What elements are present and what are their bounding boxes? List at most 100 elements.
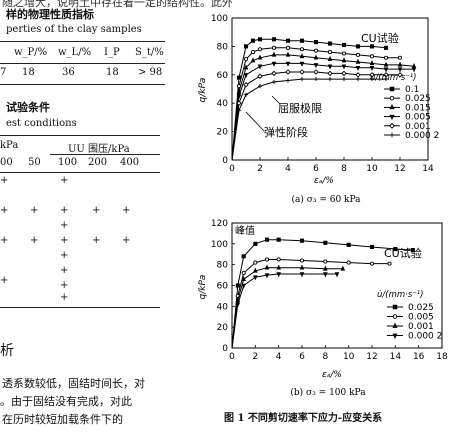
chart-b-legend-marker bbox=[392, 322, 398, 328]
chart-b-legend-label: 0.025 bbox=[408, 303, 434, 313]
chart-b-xtick-label: 10 bbox=[343, 352, 355, 362]
table2-plus-mark: + bbox=[60, 250, 69, 261]
chart-a-data-point bbox=[383, 55, 389, 60]
chart-a-data-point bbox=[355, 72, 361, 78]
chart-b-annotation-cu: CU试验 bbox=[384, 246, 422, 260]
chart-a-xlabel: εₐ/% bbox=[314, 176, 334, 186]
section-title: 析 bbox=[0, 343, 14, 359]
chart-b-data-point bbox=[369, 261, 375, 266]
chart-b-data-point bbox=[253, 267, 258, 273]
chart-b-legend-marker bbox=[392, 304, 398, 310]
chart-a-data-point bbox=[397, 55, 403, 60]
chart-a-data-point bbox=[271, 45, 277, 50]
chart-a-plot-frame bbox=[231, 17, 429, 161]
chart-b-data-point bbox=[264, 273, 270, 279]
chart-a-data-point bbox=[383, 67, 389, 73]
chart-a-ytick-label: 80 bbox=[217, 42, 229, 52]
chart-a-xtick-label: 14 bbox=[422, 164, 434, 174]
chart-b-data-point bbox=[323, 272, 328, 278]
table1-cell: 7 bbox=[0, 67, 7, 78]
chart-a-xtick-label: 6 bbox=[313, 164, 319, 174]
chart-b-xlabel: εₐ/% bbox=[322, 370, 342, 380]
chart-a-data-point bbox=[271, 61, 277, 67]
table2-plus-mark: + bbox=[0, 205, 9, 216]
chart-a-data-point bbox=[397, 67, 403, 73]
chart-a-data-point bbox=[327, 64, 333, 70]
chart-a-ytick-label: 60 bbox=[217, 71, 229, 81]
chart-a-subcaption: (a) σ₃ = 60 kPa bbox=[291, 194, 361, 205]
chart-a-data-point bbox=[313, 48, 319, 53]
table1-cell: 36 bbox=[62, 67, 75, 78]
chart-a-data-point bbox=[397, 61, 403, 67]
chart-a-data-point bbox=[285, 61, 291, 67]
chart-b-xtick-label: 6 bbox=[299, 352, 305, 362]
chart-a-ytick-label: 20 bbox=[217, 128, 229, 138]
chart-a-data-point bbox=[383, 61, 389, 67]
body-line-1: 透系数较低，固结时间长，对 bbox=[2, 377, 145, 390]
chart-a-legend-marker bbox=[389, 114, 395, 121]
chart-a-ylabel: q/kPa bbox=[198, 78, 208, 103]
chart-b-xtick-label: 16 bbox=[413, 352, 425, 362]
chart-b-legend-label: 0.001 bbox=[408, 322, 434, 332]
chart-b-ytick-label: 40 bbox=[217, 302, 229, 312]
chart-b: 0 2 4 6 8 10 12 14 16 18 0 20 40 60 80 100 120 0.0250.005… bbox=[198, 219, 448, 398]
chart-a-data-point bbox=[369, 54, 375, 59]
chart-a-legend-marker bbox=[389, 95, 395, 101]
chart-a-xtick-label: 0 bbox=[229, 164, 235, 174]
chart-a-data-point bbox=[313, 54, 319, 60]
chart-b-data-point bbox=[299, 238, 305, 243]
chart-a-data-point bbox=[369, 65, 375, 71]
chart-a-data-point bbox=[250, 57, 256, 63]
chart-b-data-point bbox=[253, 260, 258, 265]
chart-b-series-line bbox=[231, 267, 343, 349]
chart-b-data-point bbox=[264, 237, 270, 242]
chart-a-data-point bbox=[299, 47, 305, 52]
chart-b-data-point bbox=[346, 260, 351, 265]
table1-cell: 18 bbox=[106, 67, 119, 78]
chart-a-data-point bbox=[313, 40, 319, 45]
table2-header: 00 bbox=[0, 157, 13, 168]
chart-a-ytick-label: 0 bbox=[222, 156, 228, 166]
chart-a-elastic-arrow bbox=[245, 111, 265, 132]
chart-a-data-point bbox=[397, 72, 403, 78]
chart-a-data-point bbox=[341, 76, 347, 82]
chart-b-xtick-label: 4 bbox=[276, 352, 282, 362]
chart-a-annotation-elastic: 弹性阶段 bbox=[264, 125, 308, 139]
chart-a-legend-marker bbox=[389, 103, 395, 110]
table2-plus-mark: + bbox=[60, 220, 69, 231]
chart-a-data-point bbox=[243, 64, 249, 70]
chart-a-data-point bbox=[236, 100, 242, 106]
chart-b-data-point bbox=[253, 275, 258, 281]
chart-a-data-point bbox=[257, 54, 263, 60]
chart-b-data-point bbox=[253, 241, 258, 246]
table2-title-cn: 试验条件 bbox=[6, 101, 50, 114]
table2-plus-mark: + bbox=[60, 235, 69, 246]
chart-a-data-point bbox=[327, 41, 333, 46]
chart-a-xtick-label: 10 bbox=[366, 164, 378, 174]
chart-b-data-point bbox=[264, 257, 270, 262]
chart-a-data-point bbox=[271, 79, 277, 84]
table1-mid-rule bbox=[0, 63, 165, 64]
chart-a-data-point bbox=[369, 60, 375, 66]
table2-group-right: UU 围压/kPa bbox=[68, 144, 130, 155]
table1-header-st: S_t/% bbox=[135, 47, 164, 58]
chart-b-xtick-label: 14 bbox=[390, 352, 402, 362]
chart-a-data-point bbox=[243, 82, 249, 88]
chart-b-xtick-label: 12 bbox=[366, 352, 377, 362]
chart-b-ylabel: q/kPa bbox=[198, 275, 208, 300]
chart-a-data-point bbox=[257, 84, 263, 89]
chart-a-data-point bbox=[271, 51, 277, 57]
chart-b-data-point bbox=[276, 272, 281, 278]
chart-a-data-point bbox=[257, 64, 263, 70]
chart-b-ytick-label: 120 bbox=[211, 219, 228, 229]
table2-top-rule bbox=[0, 135, 160, 136]
left-text-column: 随之增大，说明土中存在着一定的结构性。此外，在高围压 样的物理性质指标 pert… bbox=[0, 0, 232, 433]
chart-b-data-point bbox=[299, 272, 305, 278]
chart-a-data-point bbox=[299, 38, 305, 43]
chart-b-data-point bbox=[299, 264, 305, 270]
chart-a-data-point bbox=[243, 73, 249, 79]
chart-b-legend-title: u̇/(mm·s⁻¹) bbox=[377, 290, 423, 300]
chart-a-legend-label: 0.000 2 bbox=[405, 131, 439, 141]
chart-a-data-point bbox=[369, 72, 375, 78]
chart-b-data-point bbox=[264, 264, 270, 270]
